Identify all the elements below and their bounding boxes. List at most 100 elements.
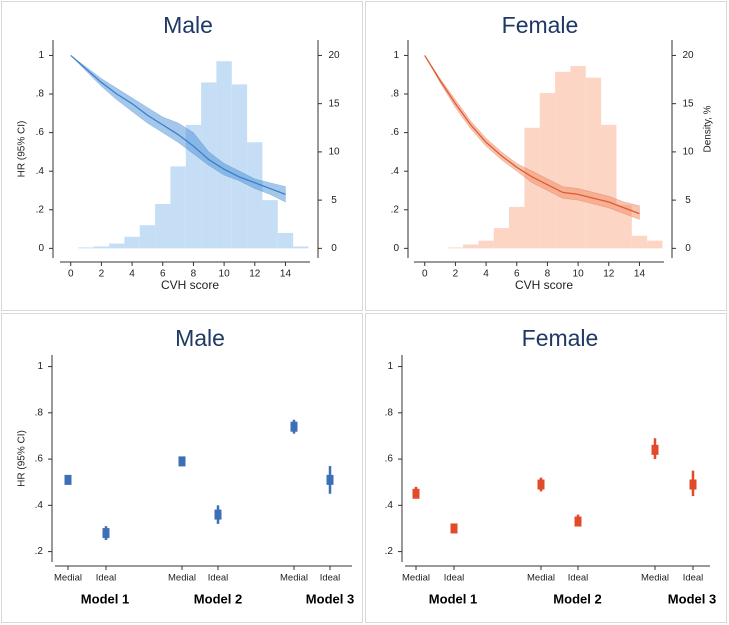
point-estimate <box>178 456 186 467</box>
histogram-bar <box>524 127 540 249</box>
y-tick-label: 1 <box>37 361 43 372</box>
y-tick-label: .6 <box>36 127 45 138</box>
x-tick-label: Medial <box>402 573 430 584</box>
point-estimate <box>689 479 697 490</box>
point-estimate <box>450 523 458 534</box>
histogram-bar <box>247 142 263 249</box>
histogram-bar <box>463 244 479 249</box>
ci-band <box>424 55 640 220</box>
y-tick-label: .6 <box>35 454 44 465</box>
histogram-bar <box>447 247 464 249</box>
histogram-bar <box>555 71 571 249</box>
histogram-bar <box>585 77 602 249</box>
x-tick-label: Ideal <box>208 573 229 584</box>
histogram-bar <box>170 166 186 249</box>
y2-tick-label: 5 <box>331 195 337 206</box>
x-tick-label: Ideal <box>96 573 117 584</box>
x-tick-label: 14 <box>634 269 646 280</box>
x-axis-label: CVH score <box>161 278 219 292</box>
hr-line <box>70 54 286 195</box>
x-tick-label: 4 <box>129 269 135 280</box>
point-estimate <box>537 479 545 490</box>
x-tick-label: Medial <box>641 573 669 584</box>
y2-tick-label: 10 <box>328 147 340 158</box>
x-tick-label: 2 <box>453 269 459 280</box>
x-tick-label: 14 <box>280 269 292 280</box>
point-estimate <box>574 516 582 527</box>
y2-tick-label: 15 <box>682 98 694 109</box>
x-tick-label: 0 <box>422 269 428 280</box>
x-tick-label: 6 <box>514 269 520 280</box>
y-tick-label: .8 <box>36 89 45 100</box>
x-tick-label: 8 <box>191 269 197 280</box>
histogram-bar <box>601 124 617 249</box>
panel-title: Female <box>502 12 579 38</box>
histogram-bar <box>124 236 140 249</box>
y-tick-label: 0 <box>38 243 44 254</box>
y-tick-label: .4 <box>385 500 394 511</box>
histogram-bar <box>139 225 156 249</box>
hr-line <box>424 55 640 215</box>
point-estimate <box>412 488 420 499</box>
x-tick-label: Ideal <box>320 573 341 584</box>
point-estimate <box>290 421 298 432</box>
y-tick-label: .2 <box>35 546 44 557</box>
y-tick-label: .8 <box>391 89 400 100</box>
y-tick-label: .4 <box>36 166 45 177</box>
panel-frame <box>365 313 727 623</box>
x-tick-label: 6 <box>160 269 166 280</box>
histogram-bar <box>493 228 510 249</box>
group-label: Model 3 <box>668 591 716 606</box>
x-tick-label: Ideal <box>683 573 704 584</box>
panel-title: Male <box>163 12 213 38</box>
group-label: Model 2 <box>194 591 242 606</box>
y2-tick-label: 10 <box>682 147 694 158</box>
y-tick-label: .2 <box>385 546 394 557</box>
y-tick-label: .6 <box>391 127 400 138</box>
y2-tick-label: 15 <box>328 98 340 109</box>
point-estimate <box>214 509 222 520</box>
x-tick-label: 12 <box>249 269 261 280</box>
histogram-bar <box>647 240 663 249</box>
point-estimate <box>326 474 334 485</box>
x-tick-label: Medial <box>168 573 196 584</box>
histogram-bar <box>509 206 525 249</box>
histogram-bar <box>277 232 294 249</box>
group-label: Model 2 <box>553 591 601 606</box>
x-tick-label: 10 <box>573 269 585 280</box>
histogram-bar <box>155 203 171 249</box>
histogram-bar <box>478 240 494 249</box>
x-tick-label: 10 <box>219 269 231 280</box>
y-tick-label: .2 <box>391 204 400 215</box>
y-tick-label: .8 <box>35 407 44 418</box>
y-tick-label: 0 <box>393 243 399 254</box>
y2-tick-label: 20 <box>682 50 694 61</box>
panel: Male .2 .4 .6 .8 1 HR (95% CI) Medial Ideal Media… <box>17 325 355 606</box>
panel-frame <box>1 1 363 311</box>
y-tick-label: .4 <box>35 500 44 511</box>
y-axis-label: HR (95% CI) <box>17 430 28 487</box>
histogram-bar <box>616 204 632 249</box>
histogram-bar <box>570 66 586 249</box>
x-tick-label: Medial <box>527 573 555 584</box>
group-label: Model 3 <box>306 591 354 606</box>
x-tick-label: 0 <box>68 269 74 280</box>
y2-axis-label: Density, % <box>703 105 714 152</box>
panel-title: Female <box>522 325 599 351</box>
y2-tick-label: 5 <box>685 195 691 206</box>
x-axis-label: CVH score <box>515 278 573 292</box>
y2-tick-label: 0 <box>331 243 337 254</box>
histogram-bar <box>262 200 278 249</box>
y2-tick-label: 20 <box>328 50 340 61</box>
x-tick-label: Medial <box>54 573 82 584</box>
y-tick-label: 1 <box>38 50 44 61</box>
y-tick-label: 1 <box>393 50 399 61</box>
x-tick-label: Ideal <box>568 573 589 584</box>
x-tick-label: Medial <box>280 573 308 584</box>
y2-tick-label: 0 <box>685 243 691 254</box>
y-axis-label: HR (95% CI) <box>17 121 28 178</box>
group-label: Model 1 <box>429 591 477 606</box>
y-tick-label: .8 <box>385 407 394 418</box>
panel-frame <box>365 1 727 311</box>
